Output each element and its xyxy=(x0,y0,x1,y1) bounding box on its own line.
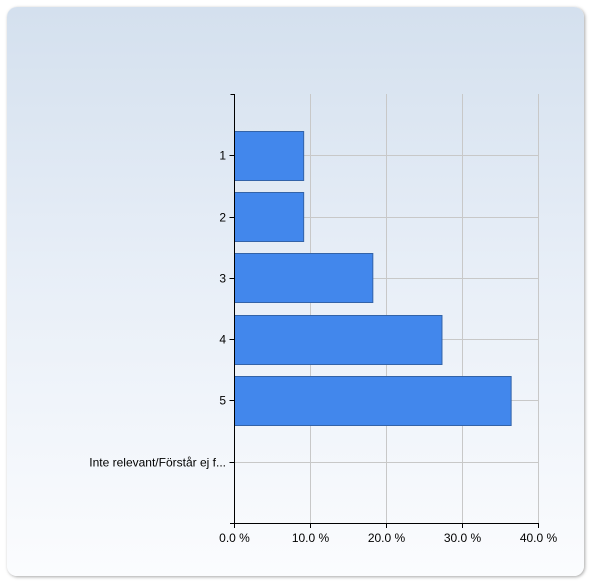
y-tick-label: 3 xyxy=(219,272,226,286)
x-tick-label: 10.0 % xyxy=(292,531,330,545)
y-tick-label: 4 xyxy=(219,333,226,347)
x-tick-label: 20.0 % xyxy=(368,531,406,545)
bar xyxy=(234,315,443,365)
bar-chart: 1 2 3 4 5 Inte relevant/Förstår ej f... 0.0 % 1… xyxy=(89,94,558,545)
bar xyxy=(234,192,305,242)
bar xyxy=(234,253,374,303)
y-tick-label: 2 xyxy=(219,211,226,225)
x-tick-label: 30.0 % xyxy=(444,531,482,545)
x-tick-label: 40.0 % xyxy=(520,531,558,545)
y-tick-label: Inte relevant/Förstår ej f... xyxy=(89,456,226,470)
chart-card: 1 2 3 4 5 Inte relevant/Förstår ej f... 0.0 % 1… xyxy=(7,7,584,576)
y-tick-label: 1 xyxy=(219,149,226,163)
y-tick-label: 5 xyxy=(219,394,226,408)
bar xyxy=(234,376,512,426)
bar xyxy=(234,131,305,181)
x-tick-label: 0.0 % xyxy=(219,531,250,545)
